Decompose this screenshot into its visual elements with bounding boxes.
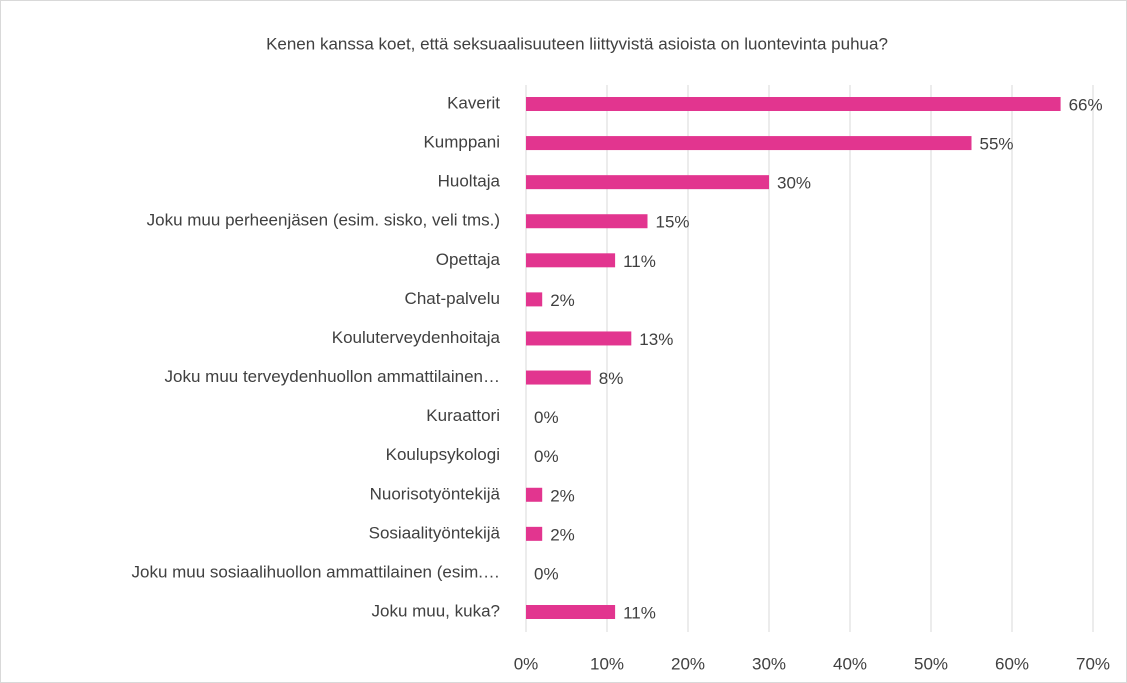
y-tick-label: Huoltaja <box>438 172 501 191</box>
y-tick-label: Kumppani <box>423 133 500 152</box>
bar <box>526 97 1061 111</box>
data-label: 2% <box>550 486 575 505</box>
x-tick-label: 10% <box>590 654 624 673</box>
bar <box>526 292 543 307</box>
bar <box>526 136 972 151</box>
x-tick-label: 70% <box>1076 654 1110 673</box>
bar <box>526 214 648 229</box>
y-tick-label: Opettaja <box>436 250 501 269</box>
data-label: 0% <box>534 564 559 583</box>
y-tick-label: Koulupsykologi <box>386 445 500 464</box>
data-label: 30% <box>777 174 811 193</box>
data-label: 2% <box>550 525 575 544</box>
data-label: 11% <box>623 252 656 271</box>
x-tick-label: 20% <box>671 654 705 673</box>
y-tick-label: Joku muu, kuka? <box>371 601 500 620</box>
bar <box>526 526 543 541</box>
x-tick-label: 30% <box>752 654 786 673</box>
data-label: 13% <box>639 330 673 349</box>
x-tick-label: 0% <box>514 654 539 673</box>
y-tick-label: Nuorisotyöntekijä <box>370 484 501 503</box>
y-tick-label: Kuraattori <box>426 406 500 425</box>
y-tick-label: Chat-palvelu <box>405 289 500 308</box>
data-label: 0% <box>534 447 559 466</box>
y-tick-label: Joku muu sosiaalihuollon ammattilainen (… <box>132 562 501 581</box>
data-label: 0% <box>534 408 559 427</box>
data-label: 15% <box>656 213 690 232</box>
data-label: 11% <box>623 603 656 622</box>
y-tick-label: Joku muu terveydenhuollon ammattilainen… <box>165 367 500 386</box>
chart-title: Kenen kanssa koet, että seksuaalisuuteen… <box>266 34 888 53</box>
data-label: 66% <box>1069 95 1103 114</box>
y-tick-label: Joku muu perheenjäsen (esim. sisko, veli… <box>147 211 500 230</box>
bar <box>526 370 591 385</box>
x-tick-label: 40% <box>833 654 867 673</box>
bar <box>526 605 616 619</box>
bar <box>526 331 632 346</box>
bar <box>526 487 543 502</box>
y-tick-label: Kouluterveydenhoitaja <box>332 328 501 347</box>
data-label: 55% <box>980 135 1014 154</box>
data-label: 8% <box>599 369 624 388</box>
bar <box>526 175 769 190</box>
x-tick-label: 60% <box>995 654 1029 673</box>
bar <box>526 253 616 268</box>
y-tick-label: Kaverit <box>447 93 500 112</box>
x-tick-label: 50% <box>914 654 948 673</box>
data-label: 2% <box>550 291 575 310</box>
y-tick-label: Sosiaalityöntekijä <box>369 523 501 542</box>
